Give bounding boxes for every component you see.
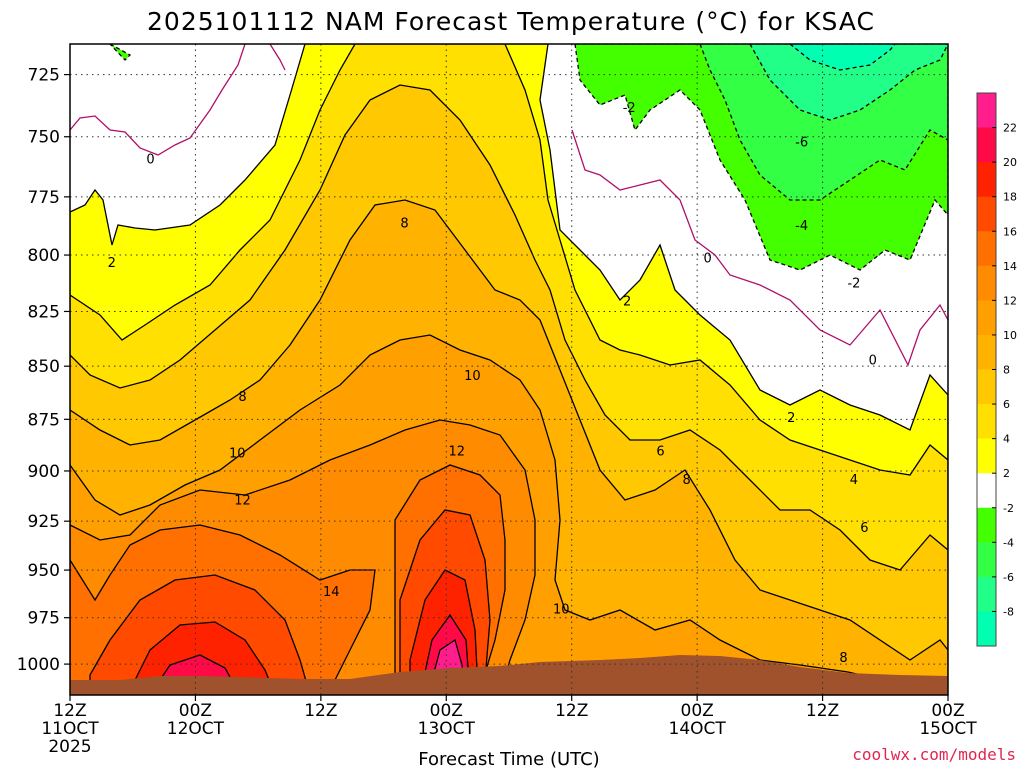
colorbar-label: 12	[1003, 294, 1017, 307]
grid	[70, 44, 948, 695]
colorbar-label: 4	[1003, 433, 1010, 446]
x-tick-label: 00Z	[179, 701, 212, 721]
contour-label: 2	[108, 256, 116, 271]
x-tick-label: 12Z	[53, 701, 86, 721]
contour-label: 8	[400, 217, 408, 232]
colorbar-label: 20	[1003, 156, 1017, 169]
x-tick-label: 12Z	[304, 701, 337, 721]
contour-label: 12	[448, 444, 465, 459]
y-tick-label: 725	[28, 66, 60, 86]
contour-label: 12	[234, 493, 251, 508]
x-tick-label: 2025	[48, 737, 91, 757]
contour-label: 0	[146, 153, 154, 168]
terrain	[70, 655, 948, 695]
contour-label: 8	[683, 473, 691, 488]
colorbar-label: 2	[1003, 467, 1010, 480]
contour-label: 2	[787, 411, 795, 426]
plot-area: 0 0 0 2 2 2 -2 -2 -4 -6 8 8 8 8 10 10 10 12 12 14 6 4 6	[70, 44, 948, 695]
y-tick-label: 825	[28, 302, 60, 322]
colorbar-swatch	[977, 507, 996, 543]
x-tick-label: 13OCT	[418, 719, 476, 739]
credit-text: coolwx.com/models	[852, 745, 1016, 764]
x-tick-label: 12Z	[806, 701, 839, 721]
contour-label-0-line-upper	[269, 44, 286, 71]
colorbar-swatch	[977, 438, 996, 474]
colorbar-swatch	[977, 404, 996, 440]
contour-label: 8	[839, 651, 847, 666]
contour-label: -2	[623, 101, 636, 116]
x-tick-label: 00Z	[681, 701, 714, 721]
colorbar-label: 18	[1003, 191, 1017, 204]
plot-frame	[69, 43, 949, 696]
y-tick-label: 850	[28, 357, 60, 377]
x-tick-label: 00Z	[931, 701, 964, 721]
colorbar-label: -2	[1003, 502, 1014, 515]
y-tick-label: 750	[28, 128, 60, 148]
x-tick-label: 14OCT	[669, 719, 727, 739]
colorbar-swatch	[977, 162, 996, 198]
colorbar-swatch	[977, 196, 996, 232]
contour-labels: 0 0 0 2 2 2 -2 -2 -4 -6 8 8 8 8 10 10 10 12 12 14 6 4 6	[108, 101, 877, 666]
x-tick-label: 15OCT	[919, 719, 977, 739]
colorbar-swatch	[977, 473, 996, 509]
colorbar-swatch	[977, 369, 996, 405]
colorbar-label: -8	[1003, 605, 1014, 618]
contour-label: 4	[850, 473, 858, 488]
y-tick-label: 800	[28, 246, 60, 266]
contour-label: -6	[795, 136, 808, 151]
colorbar-swatch	[977, 127, 996, 163]
contour-label-neg6-zone	[749, 44, 948, 121]
colorbar-swatch	[977, 300, 996, 336]
contour-label: 2	[623, 294, 631, 309]
colorbar-label: 6	[1003, 398, 1010, 411]
colorbar-swatch	[977, 334, 996, 370]
x-tick-label: 12Z	[555, 701, 588, 721]
y-tick-label: 1000	[17, 655, 60, 675]
y-tick-label: 950	[28, 561, 60, 581]
contour-label: 10	[464, 369, 481, 384]
y-tick-label: 975	[28, 609, 60, 629]
colorbar-label: 22	[1003, 122, 1017, 135]
x-tick-label: 00Z	[430, 701, 463, 721]
colorbar-swatch	[977, 576, 996, 612]
x-axis-label: Forecast Time (UTC)	[418, 749, 599, 768]
chart-title: 2025101112 NAM Forecast Temperature (°C)…	[147, 7, 875, 36]
y-tick-label: 875	[28, 410, 60, 430]
y-axis: 725 750 775 800 825 850 875 900 925 950 975 1000	[17, 66, 70, 675]
contour-label-neg8-zone	[788, 44, 896, 71]
contour-label: 8	[238, 390, 246, 405]
y-tick-label: 775	[28, 188, 60, 208]
contour-label: 10	[229, 447, 246, 462]
contour-label: -2	[847, 276, 860, 291]
y-tick-label: 925	[28, 512, 60, 532]
contour-label: 0	[869, 354, 877, 369]
x-tick-label: 12OCT	[167, 719, 225, 739]
contour-label: 6	[656, 444, 664, 459]
contour-label: 10	[553, 602, 570, 617]
y-tick-label: 900	[28, 462, 60, 482]
colorbar-label: 16	[1003, 225, 1017, 238]
colorbar-swatch	[977, 265, 996, 301]
contour-label: 14	[323, 585, 340, 600]
colorbar-swatch	[977, 231, 996, 267]
colorbar-swatch	[977, 542, 996, 578]
colorbar-label: 8	[1003, 364, 1010, 377]
contour-label-0-line-left	[70, 44, 246, 156]
contour-label: 6	[860, 521, 868, 536]
contour-label: -4	[795, 219, 808, 234]
colorbar: 22 20 18 16 14 12 10 8 6 4 2 -2 -4 -6 -8	[976, 92, 1017, 647]
contour-label-0-line-right	[571, 129, 948, 367]
colorbar-label: 10	[1003, 329, 1017, 342]
colorbar-label: -4	[1003, 536, 1014, 549]
colorbar-label: 14	[1003, 260, 1017, 273]
contour-label: 0	[703, 251, 711, 266]
colorbar-label: -6	[1003, 571, 1014, 584]
colorbar-swatch	[977, 611, 996, 647]
x-tick-label: 11OCT	[41, 719, 99, 739]
colorbar-swatch	[977, 93, 996, 129]
